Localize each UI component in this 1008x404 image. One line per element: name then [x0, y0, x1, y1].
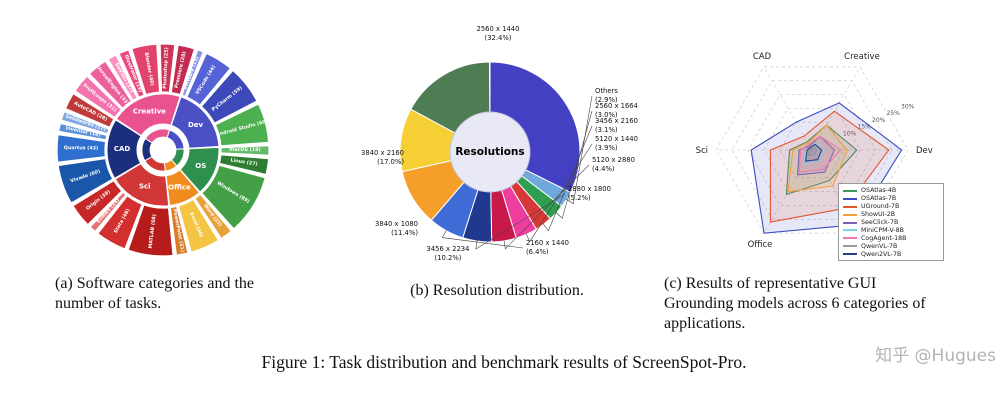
svg-text:20%: 20% [872, 117, 886, 124]
legend-item: CogAgent-18B [843, 234, 939, 242]
svg-text:2160 x 1440(6.4%): 2160 x 1440 (6.4%) [526, 239, 569, 256]
watermark: 知乎 @Hugues [875, 346, 996, 366]
legend-label: UGround-7B [861, 203, 900, 211]
legend-item: OSAtlas-4B [843, 187, 939, 195]
svg-text:2880 x 1800(5.2%): 2880 x 1800 (5.2%) [568, 185, 611, 202]
legend-marker [843, 213, 857, 216]
svg-text:Dev: Dev [188, 121, 204, 129]
legend-label: Qwen2VL-7B [861, 250, 902, 258]
svg-text:macOS (18): macOS (18) [229, 147, 260, 153]
radar-chart: CADCreativeDevOSOfficeSci10%15%20%25%30% [660, 5, 1000, 299]
svg-text:Blender (40): Blender (40) [143, 52, 155, 86]
resolution-pie-chart: 2560 x 1440 (32.4%) Others (2.9%) 2560 x 166… [330, 5, 670, 299]
svg-text:Creative: Creative [844, 52, 880, 62]
legend-item: QwenVL-7B [843, 242, 939, 250]
svg-text:Dev: Dev [916, 146, 933, 156]
svg-text:Office: Office [168, 184, 191, 192]
svg-text:3840 x 1080(11.4%): 3840 x 1080 (11.4%) [375, 220, 418, 237]
legend-marker [843, 205, 857, 208]
svg-text:OS: OS [195, 162, 206, 170]
svg-text:3456 x 2234(10.2%): 3456 x 2234 (10.2%) [427, 245, 470, 262]
svg-text:Office: Office [748, 240, 773, 250]
svg-text:Creative: Creative [133, 107, 166, 115]
legend-marker [843, 197, 857, 200]
svg-text:Others(2.9%): Others (2.9%) [595, 87, 618, 104]
caption-b: (b) Resolution distribution. [410, 282, 584, 299]
legend-marker [843, 221, 857, 224]
legend-item: Qwen2VL-7B [843, 250, 939, 258]
legend-label: SeeClick-7B [861, 219, 899, 226]
legend-label: QwenVL-7B [861, 242, 898, 250]
caption-c: (c) Results of representative GUI Ground… [664, 275, 926, 332]
legend-item: OSAtlas-7B [843, 195, 939, 203]
legend-marker [843, 229, 857, 232]
svg-text:Sci: Sci [139, 183, 151, 191]
resolution-pie-svg: 2560 x 1440 (32.4%) Others (2.9%)2560 x 166… [361, 25, 638, 262]
legend-item: UGround-7B [843, 203, 939, 211]
legend-label: OSAtlas-7B [861, 195, 897, 203]
figure-caption: Figure 1: Task distribution and benchmar… [261, 352, 747, 372]
svg-text:2560 x 1664(3.0%): 2560 x 1664 (3.0%) [595, 102, 638, 119]
svg-text:5120 x 1440(3.9%): 5120 x 1440 (3.9%) [595, 135, 638, 152]
svg-text:30%: 30% [901, 103, 915, 110]
legend-label: ShowUI-2B [861, 211, 896, 219]
svg-text:25%: 25% [887, 110, 901, 117]
radar-legend: OSAtlas-4B OSAtlas-7B UGround-7B ShowUI-2B S… [838, 183, 944, 262]
svg-text:CAD: CAD [753, 52, 772, 62]
legend-item: ShowUI-2B [843, 211, 939, 219]
legend-marker [843, 189, 857, 192]
svg-text:CAD: CAD [114, 145, 131, 153]
svg-text:3840 x 2160(17.0%): 3840 x 2160 (17.0%) [361, 149, 404, 166]
legend-marker [843, 237, 857, 240]
svg-text:2560 x 1440(32.4%): 2560 x 1440 (32.4%) [477, 25, 520, 42]
radar-chart-svg: CADCreativeDevOSOfficeSci10%15%20%25%30% [696, 52, 933, 250]
legend-item: SeeClick-7B [843, 219, 939, 227]
legend-label: MiniCPM-V-8B [861, 226, 904, 234]
svg-text:3456 x 2160(3.1%): 3456 x 2160 (3.1%) [595, 117, 638, 134]
svg-text:MATLAB (68): MATLAB (68) [148, 214, 158, 249]
legend-item: MiniCPM-V-8B [843, 226, 939, 234]
caption-a: (a) Software categories and the number o… [55, 275, 255, 312]
svg-text:15%: 15% [858, 124, 872, 131]
svg-text:Resolutions: Resolutions [455, 146, 524, 158]
svg-text:10%: 10% [843, 130, 857, 137]
svg-text:Photoshop (25): Photoshop (25) [162, 47, 170, 89]
legend-label: CogAgent-18B [861, 234, 907, 242]
svg-text:5120 x 2880(4.4%): 5120 x 2880 (4.4%) [592, 156, 635, 173]
legend-marker [843, 245, 857, 248]
svg-text:Linux (27): Linux (27) [230, 157, 258, 167]
sunburst-chart: Creative FruitLoops (31) UnrealEngine (33)… [15, 8, 315, 297]
svg-text:Quartus (43): Quartus (43) [64, 145, 98, 152]
legend-label: OSAtlas-4B [861, 187, 897, 195]
svg-text:Sci: Sci [696, 146, 708, 156]
legend-marker [843, 253, 857, 256]
